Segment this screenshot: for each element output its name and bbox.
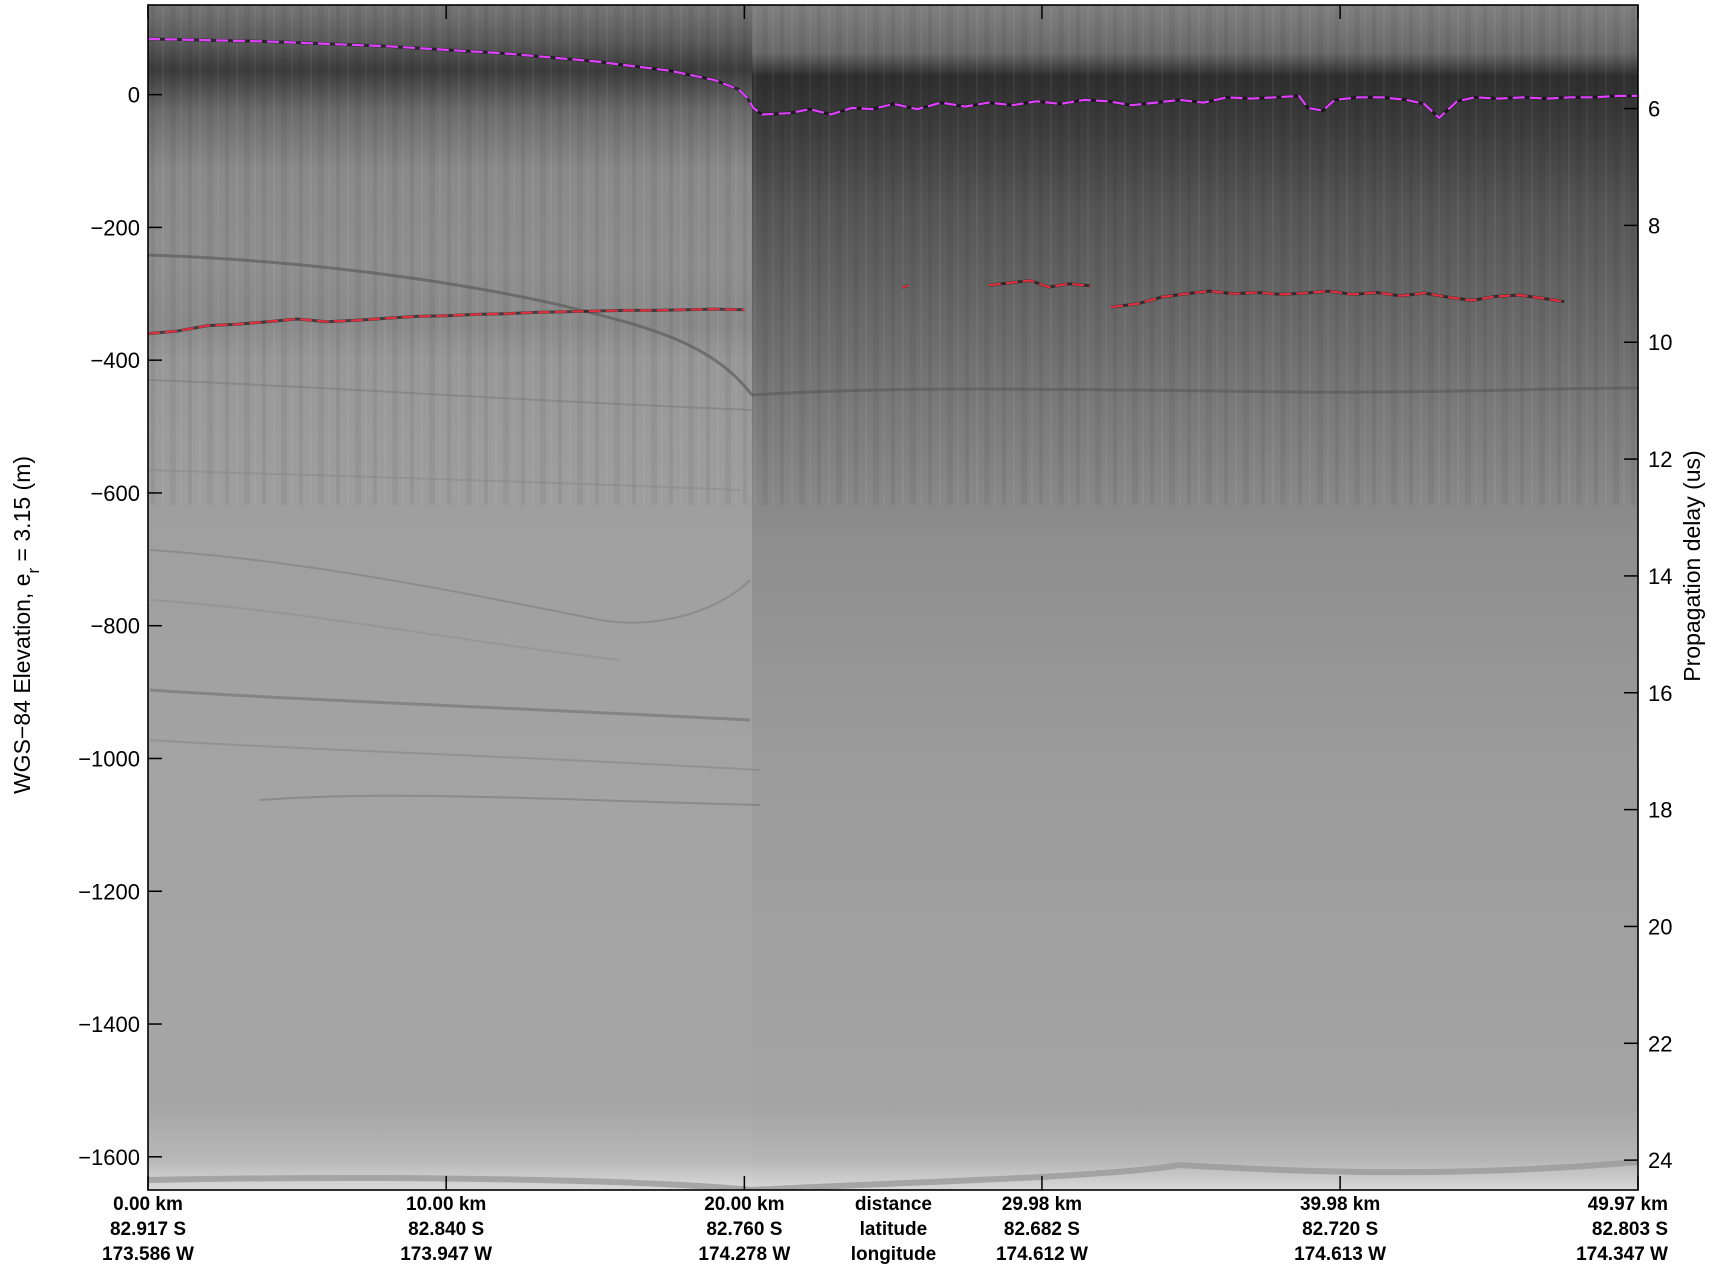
left-axis-title-subscript: r xyxy=(24,567,43,573)
left-tick-label: −1400 xyxy=(78,1012,140,1037)
left-axis: 0 −200 −400 −600 −800 −1000 −1200 −1400 −1600 xyxy=(78,83,162,1170)
x-tick-longitude: 174.613 W xyxy=(1294,1244,1386,1265)
left-tick-label: −600 xyxy=(90,481,140,506)
x-tick-distance: 0.00 km xyxy=(113,1194,183,1215)
x-header-distance: distance xyxy=(855,1194,932,1215)
x-tick-latitude: 82.720 S xyxy=(1302,1219,1378,1240)
right-tick-label: 14 xyxy=(1648,564,1672,589)
bottom-pick-east-1-line xyxy=(902,284,909,289)
x-header-latitude: latitude xyxy=(860,1219,928,1240)
right-tick-label: 10 xyxy=(1648,330,1672,355)
x-tick-latitude: 82.917 S xyxy=(110,1219,186,1240)
x-tick-longitude: 174.612 W xyxy=(996,1244,1088,1265)
right-tick-label: 8 xyxy=(1648,213,1660,238)
right-tick-label: 22 xyxy=(1648,1031,1672,1056)
x-tick-longitude: 173.586 W xyxy=(102,1244,194,1265)
radar-image xyxy=(148,5,1638,1190)
x-tick-latitude: 82.840 S xyxy=(408,1219,484,1240)
bottom-pick-east-2-line xyxy=(988,279,1091,289)
x-tick-distance: 39.98 km xyxy=(1300,1194,1380,1215)
right-tick-label: 20 xyxy=(1648,914,1672,939)
bottom-pick-east-3-line xyxy=(1110,289,1565,309)
right-tick-label: 18 xyxy=(1648,798,1672,823)
left-tick-label: −1000 xyxy=(78,746,140,771)
right-axis-title: Propagation delay (us) xyxy=(1679,450,1705,681)
x-tick-distance: 20.00 km xyxy=(704,1194,784,1215)
right-tick-label: 12 xyxy=(1648,447,1672,472)
left-tick-label: 0 xyxy=(128,83,140,108)
left-tick-label: −1200 xyxy=(78,879,140,904)
pick-lines xyxy=(148,37,1638,336)
x-tick-longitude: 174.278 W xyxy=(698,1244,790,1265)
left-axis-title: WGS−84 Elevation, er = 3.15 (m) xyxy=(9,456,43,794)
x-tick-latitude: 82.760 S xyxy=(706,1219,782,1240)
left-axis-title-rest: = 3.15 (m) xyxy=(9,456,35,568)
surface-pick-line xyxy=(148,37,1638,120)
right-tick-label: 24 xyxy=(1648,1148,1672,1173)
x-header-longitude: longitude xyxy=(851,1244,936,1265)
x-tick-distance: 29.98 km xyxy=(1002,1194,1082,1215)
right-tick-label: 16 xyxy=(1648,681,1672,706)
x-tick-longitude: 174.347 W xyxy=(1576,1244,1668,1265)
right-axis: 6 8 10 12 14 16 18 20 22 24 xyxy=(1624,97,1672,1173)
left-tick-label: −1600 xyxy=(78,1145,140,1170)
x-tick-distance: 49.97 km xyxy=(1588,1194,1668,1215)
left-tick-label: −200 xyxy=(90,215,140,240)
x-tick-distance: 10.00 km xyxy=(406,1194,486,1215)
left-tick-label: −800 xyxy=(90,614,140,639)
x-axis: 0.00 km 82.917 S 173.586 W 10.00 km 82.840 S… xyxy=(102,5,1668,1265)
plot-frame xyxy=(147,4,1639,1191)
x-tick-longitude: 173.947 W xyxy=(400,1244,492,1265)
left-tick-label: −400 xyxy=(90,348,140,373)
bottom-pick-west-line xyxy=(148,307,745,335)
right-tick-label: 6 xyxy=(1648,97,1660,122)
x-tick-latitude: 82.682 S xyxy=(1004,1219,1080,1240)
x-tick-latitude: 82.803 S xyxy=(1592,1219,1668,1240)
left-axis-title-main: WGS−84 Elevation, e xyxy=(9,573,35,794)
